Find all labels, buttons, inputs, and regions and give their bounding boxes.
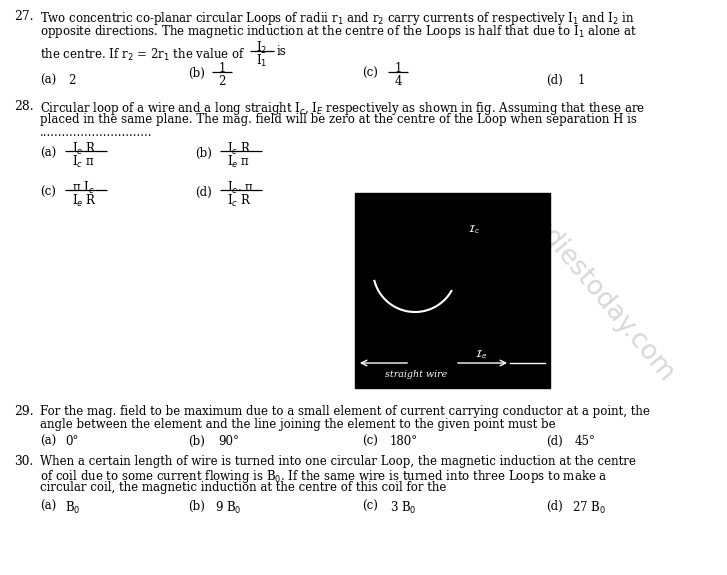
Text: I$_c$ R: I$_c$ R: [227, 193, 252, 209]
Text: 1: 1: [578, 74, 585, 87]
Text: 45°: 45°: [575, 435, 596, 448]
Text: 27 B$_0$: 27 B$_0$: [572, 500, 606, 516]
Text: (a): (a): [40, 147, 56, 160]
Text: 28.: 28.: [14, 100, 33, 113]
Text: Two concentric co-planar circular Loops of radii r$_1$ and r$_2$ carry currents : Two concentric co-planar circular Loops …: [40, 10, 635, 27]
Text: 0°: 0°: [65, 435, 79, 448]
Text: 1: 1: [394, 62, 402, 75]
Text: is: is: [277, 45, 286, 58]
Text: 4: 4: [394, 75, 402, 88]
Text: 2: 2: [218, 75, 225, 88]
Text: π I$_c$: π I$_c$: [72, 180, 95, 196]
Text: I$_e$ π: I$_e$ π: [227, 154, 250, 170]
Text: straight wire: straight wire: [385, 370, 447, 379]
Text: 1: 1: [218, 62, 225, 75]
Text: 27.: 27.: [14, 10, 33, 23]
Text: I$_1$: I$_1$: [257, 53, 268, 69]
Text: (d): (d): [195, 186, 212, 199]
Text: (a): (a): [40, 435, 56, 448]
Text: When a certain length of wire is turned into one circular Loop, the magnetic ind: When a certain length of wire is turned …: [40, 455, 636, 468]
Text: (d): (d): [546, 435, 563, 448]
Text: (b): (b): [195, 147, 212, 160]
Text: ..............................: ..............................: [40, 126, 153, 139]
Text: 9 B$_0$: 9 B$_0$: [215, 500, 241, 516]
Text: 29.: 29.: [14, 405, 33, 418]
Text: 30.: 30.: [14, 455, 33, 468]
Text: I$_e$ R: I$_e$ R: [72, 193, 97, 209]
Text: of coil due to some current flowing is B$_0$. If the same wire is turned into th: of coil due to some current flowing is B…: [40, 468, 608, 485]
Text: For the mag. field to be maximum due to a small element of current carrying cond: For the mag. field to be maximum due to …: [40, 405, 650, 418]
Text: I$_2$: I$_2$: [257, 40, 268, 56]
Text: (c): (c): [40, 186, 56, 199]
Text: (d): (d): [546, 74, 563, 87]
Text: (c): (c): [362, 435, 378, 448]
Text: the centre. If r$_2$ = 2r$_1$ the value of: the centre. If r$_2$ = 2r$_1$ the value …: [40, 47, 246, 63]
Text: 3 B$_0$: 3 B$_0$: [390, 500, 417, 516]
Text: 90°: 90°: [218, 435, 239, 448]
Text: (a): (a): [40, 500, 56, 513]
Text: circular coil, the magnetic induction at the centre of this coil for the: circular coil, the magnetic induction at…: [40, 481, 446, 494]
Text: (c): (c): [362, 500, 378, 513]
Text: 2: 2: [68, 74, 76, 87]
Text: placed in the same plane. The mag. field will be zero at the centre of the Loop : placed in the same plane. The mag. field…: [40, 113, 637, 126]
Text: opposite directions. The magnetic induction at the centre of the Loops is half t: opposite directions. The magnetic induct…: [40, 23, 637, 40]
Text: (b): (b): [188, 67, 205, 80]
Text: B$_0$: B$_0$: [65, 500, 81, 516]
Text: I$_c$ R: I$_c$ R: [227, 141, 252, 157]
Text: (b): (b): [188, 435, 205, 448]
Text: Circular loop of a wire and a long straight I$_c$, I$_E$ respectively as shown i: Circular loop of a wire and a long strai…: [40, 100, 646, 117]
Text: (c): (c): [362, 67, 378, 80]
Bar: [355, 193, 550, 388]
Text: (b): (b): [188, 500, 205, 513]
Text: angle between the element and the line joining the element to the given point mu: angle between the element and the line j…: [40, 418, 555, 431]
Text: I$_c$ π: I$_c$ π: [72, 154, 95, 170]
Text: studiestoday.com: studiestoday.com: [510, 193, 679, 387]
Text: $\mathcal{I}_e$: $\mathcal{I}_e$: [475, 348, 487, 361]
Text: I$_e$ R: I$_e$ R: [72, 141, 97, 157]
Text: (d): (d): [546, 500, 563, 513]
Text: 180°: 180°: [390, 435, 418, 448]
Text: (a): (a): [40, 74, 56, 87]
Text: I$_e$. π: I$_e$. π: [227, 180, 254, 196]
Text: $\mathcal{I}_c$: $\mathcal{I}_c$: [468, 223, 480, 236]
